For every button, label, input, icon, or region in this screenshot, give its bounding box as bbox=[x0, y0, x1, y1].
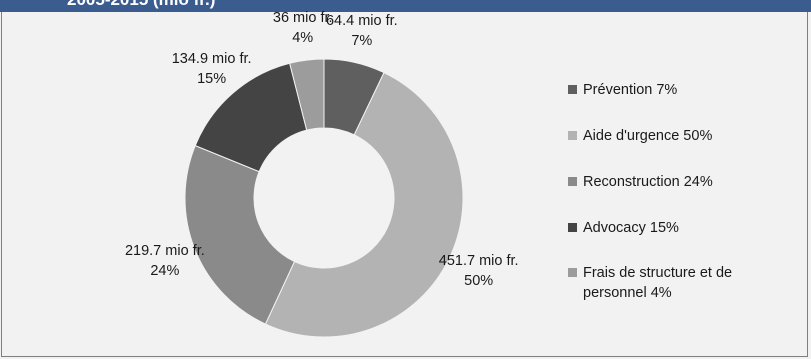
data-label-line: 451.7 mio fr. bbox=[438, 252, 519, 269]
data-label-line: 50% bbox=[464, 272, 494, 289]
slice-2 bbox=[184, 144, 296, 325]
data-label-1: 451.7 mio fr. 50% bbox=[439, 251, 519, 291]
legend-label: Advocacy 15% bbox=[583, 218, 679, 238]
data-label-line: 15% bbox=[197, 71, 227, 88]
data-label-line: 64.4 mio fr. bbox=[325, 13, 398, 30]
legend-label-line: Prévention 7% bbox=[583, 82, 678, 98]
legend-label-line: Advocacy 15% bbox=[583, 220, 679, 236]
data-label-4: 36 mio fr. 4% bbox=[273, 8, 333, 48]
data-label-line: 24% bbox=[150, 262, 180, 279]
legend-swatch bbox=[568, 177, 577, 186]
legend-label-line: Frais de structure et de bbox=[583, 265, 733, 281]
data-label-3: 134.9 mio fr. 15% bbox=[172, 49, 252, 89]
legend-swatch bbox=[568, 223, 577, 232]
legend-label: Aide d'urgence 50% bbox=[583, 126, 712, 146]
data-label-2: 219.7 mio fr. 24% bbox=[125, 241, 205, 281]
legend-label-line: personnel 4% bbox=[583, 285, 672, 301]
legend-swatch bbox=[568, 85, 577, 94]
slice-4 bbox=[289, 58, 325, 131]
legend-label-line: Reconstruction 24% bbox=[583, 174, 713, 190]
slice-1 bbox=[264, 71, 464, 338]
data-label-line: 134.9 mio fr. bbox=[171, 51, 252, 68]
legend-swatch bbox=[568, 131, 577, 140]
legend-label-line: Aide d'urgence 50% bbox=[583, 128, 713, 144]
data-label-line: 36 mio fr. bbox=[272, 10, 333, 27]
legend-swatch bbox=[568, 268, 577, 277]
data-label-line: 219.7 mio fr. bbox=[124, 242, 205, 259]
legend-label: Reconstruction 24% bbox=[583, 172, 713, 192]
data-label-line: 7% bbox=[351, 33, 373, 50]
legend-label: Prévention 7% bbox=[583, 80, 677, 100]
legend-label: Frais de structure et de personnel 4% bbox=[583, 263, 732, 303]
data-label-0: 64.4 mio fr. 7% bbox=[326, 11, 398, 51]
data-label-line: 4% bbox=[292, 30, 314, 47]
chart-title: 2005-2015 (mio fr.) bbox=[67, 0, 215, 10]
title-bar: 2005-2015 (mio fr.) bbox=[0, 0, 811, 12]
